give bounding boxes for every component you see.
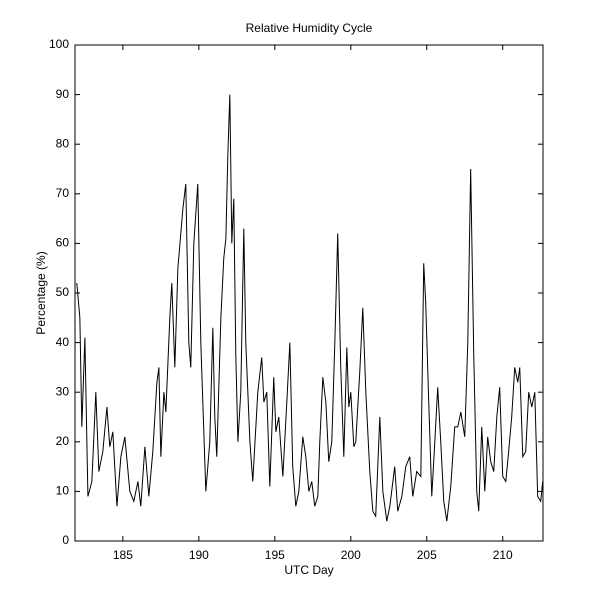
chart-title: Relative Humidity Cycle xyxy=(246,21,373,35)
x-tick-label: 195 xyxy=(265,548,285,562)
x-tick-label: 205 xyxy=(417,548,437,562)
y-tick-label: 10 xyxy=(56,484,70,498)
y-tick-label: 20 xyxy=(56,434,70,448)
y-tick-label: 80 xyxy=(56,136,70,150)
x-tick-label: 210 xyxy=(493,548,513,562)
x-axis-label: UTC Day xyxy=(284,563,333,577)
y-tick-label: 50 xyxy=(56,285,70,299)
y-tick-label: 90 xyxy=(56,87,70,101)
y-tick-label: 0 xyxy=(62,533,69,547)
y-tick-label: 70 xyxy=(56,186,70,200)
y-axis-label: Percentage (%) xyxy=(34,251,48,334)
y-tick-label: 100 xyxy=(49,37,69,51)
y-tick-label: 60 xyxy=(56,236,70,250)
y-tick-label: 30 xyxy=(56,384,70,398)
data-line xyxy=(76,94,544,522)
x-tick-label: 200 xyxy=(341,548,361,562)
x-tick-label: 190 xyxy=(189,548,209,562)
x-tick-label: 185 xyxy=(113,548,133,562)
y-tick-label: 40 xyxy=(56,335,70,349)
